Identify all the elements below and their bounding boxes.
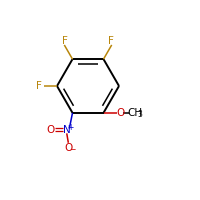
Text: F: F	[36, 81, 42, 91]
Text: −: −	[69, 145, 75, 154]
Text: 3: 3	[138, 110, 143, 119]
Text: F: F	[108, 36, 114, 46]
Text: O: O	[46, 125, 54, 135]
Text: F: F	[62, 36, 68, 46]
Text: N: N	[63, 125, 71, 135]
Text: CH: CH	[127, 108, 142, 118]
Text: O: O	[64, 143, 72, 153]
Text: O: O	[116, 108, 125, 118]
Text: +: +	[68, 123, 74, 132]
